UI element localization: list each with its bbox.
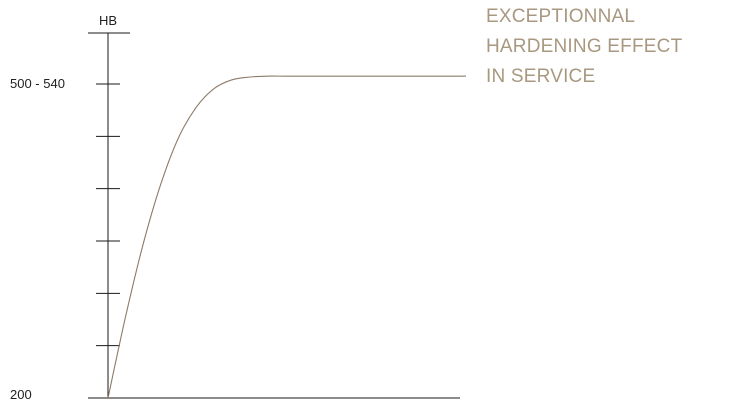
annotation-text: EXCEPTIONNAL HARDENING EFFECT IN SERVICE	[486, 2, 682, 92]
y-tick-label-top: 500 - 540	[10, 76, 65, 91]
annotation-line-3: IN SERVICE	[486, 66, 596, 87]
annotation-line-2: HARDENING EFFECT	[486, 36, 683, 57]
y-axis-label: HB	[99, 13, 117, 28]
axes	[88, 32, 460, 399]
hardening-curve	[107, 75, 460, 399]
y-tick-label-bottom: 200	[10, 387, 32, 401]
y-ticks	[96, 83, 120, 347]
annotation-line-1: EXCEPTIONNAL	[486, 6, 636, 27]
